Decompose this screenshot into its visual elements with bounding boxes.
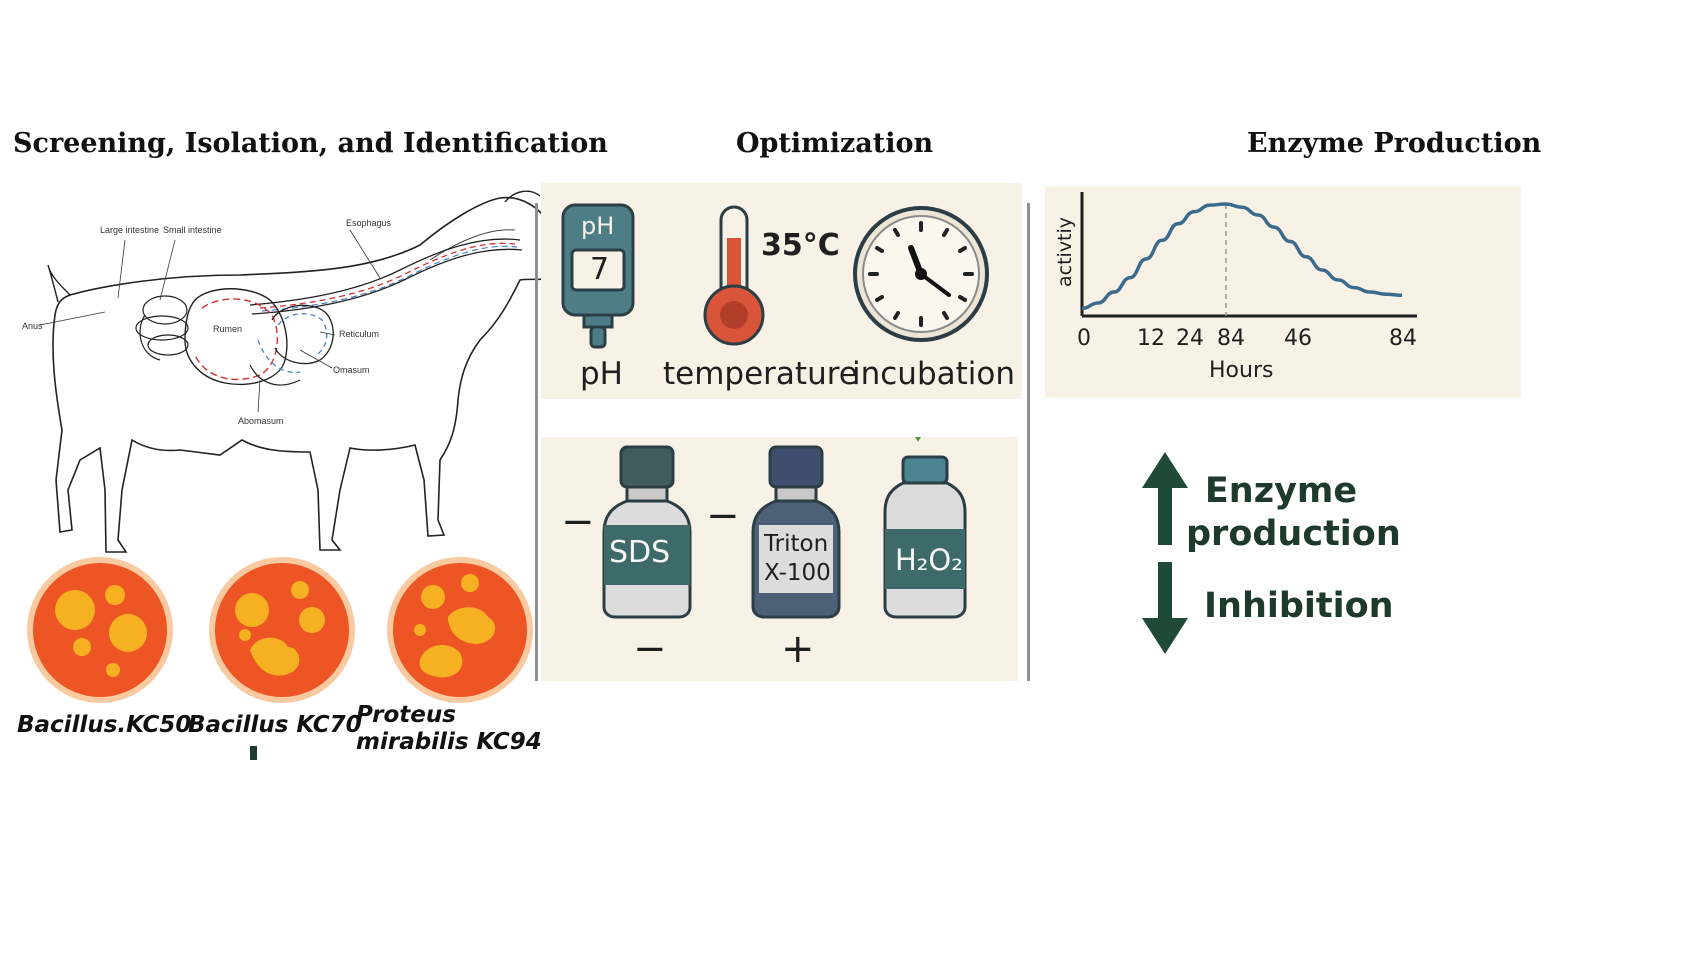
petri-dishes [27, 557, 533, 703]
down-arrow-icon [1142, 562, 1188, 654]
label-large-intestine: Large intestine [100, 225, 160, 235]
regulation-arrows [1142, 452, 1188, 654]
screening-title: Screening, Isolation, and Identification [13, 128, 608, 159]
label-abomasum: Abomasum [238, 416, 284, 426]
divider-right [1027, 203, 1030, 681]
inhibition-label: Inhibition [1204, 586, 1394, 626]
activity-chart [1080, 192, 1417, 318]
h2o2-bottle-icon [883, 437, 967, 619]
isolate-1-name: Bacillus.KC50 [17, 712, 192, 738]
label-incubation: incubation [852, 356, 1016, 392]
optimization-title: Optimization [736, 128, 934, 159]
ph-value: 7 [590, 252, 610, 287]
activity-chart-panel [1045, 186, 1521, 398]
label-small-intestine: Small intestine [163, 225, 222, 235]
x-tick-4: 46 [1284, 326, 1312, 351]
label-omasum: Omasum [333, 365, 370, 375]
isolate-3-name-line2: mirabilis KC94 [356, 729, 542, 755]
goat-anatomy-diagram [39, 190, 561, 553]
triton-bottle-icon [751, 445, 841, 619]
activity-curve [1081, 202, 1403, 311]
x-tick-3: 84 [1217, 326, 1245, 351]
ph-meter-icon [561, 203, 635, 349]
petri-dish-2 [209, 557, 355, 703]
production-title: Enzyme Production [1247, 128, 1542, 159]
sds-bottle-icon [602, 445, 692, 619]
clock-icon [853, 206, 989, 342]
reagent-triton-line1: Triton [764, 531, 829, 557]
condition-icons [561, 203, 989, 349]
divider-left [535, 203, 538, 681]
isolate-2-name: Bacillus KC70 [188, 712, 362, 738]
label-temperature: temperature [663, 356, 858, 392]
label-ph: pH [580, 356, 623, 392]
x-tick-2: 24 [1176, 326, 1204, 351]
temperature-value: 35°C [761, 228, 840, 263]
x-axis-label: Hours [1209, 358, 1274, 383]
isolate-3-name-line1: Proteus [356, 702, 456, 728]
petri-dish-3 [387, 557, 533, 703]
label-rumen: Rumen [213, 324, 243, 334]
x-tick-0: 0 [1077, 326, 1091, 351]
reagent-h2o2-label: H₂O₂ [895, 543, 963, 577]
enzyme-production-label: Enzyme production [1186, 471, 1401, 554]
triton-side-sign: − [706, 493, 740, 539]
sds-side-sign: − [561, 499, 595, 545]
triton-bottom-sign: + [781, 626, 815, 672]
reagent-bottles [602, 437, 967, 619]
label-esophagus: Esophagus [346, 218, 392, 228]
sds-bottom-sign: − [633, 626, 667, 672]
reagent-sds-label: SDS [609, 535, 671, 570]
x-tick-5: 84 [1389, 326, 1417, 351]
ph-meter-text: pH [581, 212, 615, 240]
stray-mark [250, 746, 257, 760]
label-reticulum: Reticulum [339, 329, 380, 339]
thermometer-icon [703, 205, 765, 346]
x-tick-1: 12 [1137, 326, 1165, 351]
label-anus: Anus [22, 321, 43, 331]
y-axis-label: activtiy [1054, 216, 1076, 287]
reagent-triton-line2: X-100 [764, 560, 831, 586]
petri-dish-1 [27, 557, 173, 703]
up-arrow-icon [1142, 452, 1188, 545]
